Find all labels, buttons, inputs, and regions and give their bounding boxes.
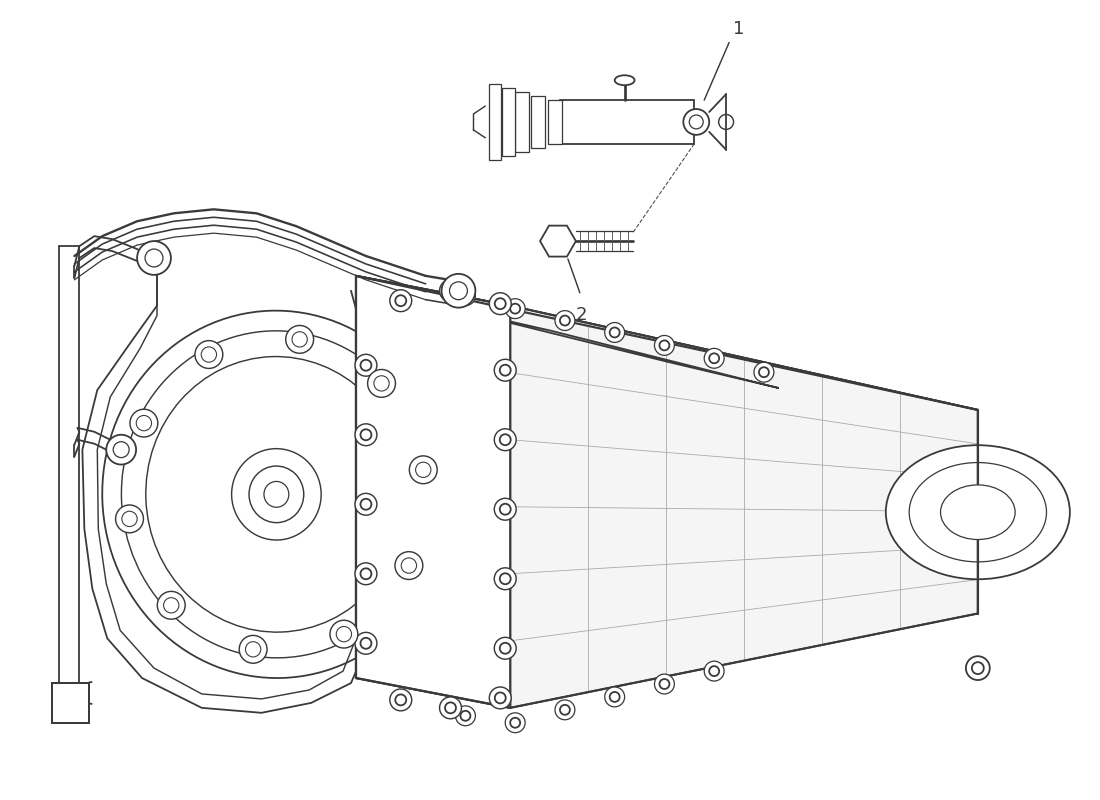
Circle shape: [446, 286, 456, 296]
Polygon shape: [515, 92, 529, 152]
Circle shape: [495, 693, 506, 703]
Circle shape: [659, 679, 670, 689]
Text: a passion for parts since 1985: a passion for parts since 1985: [339, 494, 822, 525]
Ellipse shape: [232, 449, 321, 540]
Circle shape: [107, 434, 136, 465]
Circle shape: [355, 494, 377, 515]
Circle shape: [499, 504, 510, 514]
Polygon shape: [560, 100, 694, 144]
Polygon shape: [502, 88, 515, 156]
Circle shape: [560, 315, 570, 326]
Circle shape: [455, 286, 475, 306]
Polygon shape: [510, 306, 978, 708]
Circle shape: [654, 335, 674, 355]
Circle shape: [395, 295, 406, 306]
Circle shape: [556, 310, 575, 330]
Circle shape: [499, 365, 510, 376]
Circle shape: [490, 293, 512, 314]
Circle shape: [560, 705, 570, 714]
Circle shape: [510, 304, 520, 314]
Circle shape: [361, 430, 372, 440]
Circle shape: [461, 290, 471, 301]
Ellipse shape: [102, 310, 451, 678]
Polygon shape: [490, 84, 502, 160]
Polygon shape: [540, 226, 576, 257]
Text: 1: 1: [734, 19, 745, 38]
Circle shape: [195, 341, 223, 369]
Circle shape: [355, 563, 377, 585]
Circle shape: [494, 429, 516, 450]
Polygon shape: [531, 96, 544, 148]
Circle shape: [389, 290, 411, 312]
Circle shape: [605, 322, 625, 342]
Ellipse shape: [886, 445, 1070, 579]
Circle shape: [367, 370, 396, 398]
Circle shape: [441, 274, 475, 308]
Circle shape: [116, 505, 143, 533]
Circle shape: [389, 689, 411, 711]
Circle shape: [966, 656, 990, 680]
Polygon shape: [52, 683, 89, 722]
Circle shape: [609, 327, 619, 338]
Polygon shape: [548, 100, 562, 144]
Polygon shape: [356, 276, 978, 410]
Circle shape: [494, 638, 516, 659]
Circle shape: [440, 697, 461, 718]
Polygon shape: [441, 306, 779, 388]
Circle shape: [659, 341, 670, 350]
Circle shape: [157, 591, 185, 619]
Circle shape: [510, 718, 520, 728]
Circle shape: [759, 367, 769, 377]
Circle shape: [556, 700, 575, 720]
Text: eurospares: eurospares: [307, 378, 852, 462]
Circle shape: [355, 424, 377, 446]
Circle shape: [440, 280, 461, 302]
Circle shape: [138, 241, 170, 275]
Circle shape: [754, 362, 774, 382]
Circle shape: [495, 298, 506, 309]
Circle shape: [361, 360, 372, 370]
Ellipse shape: [940, 485, 1015, 539]
Circle shape: [409, 456, 437, 484]
Circle shape: [704, 661, 724, 681]
Circle shape: [505, 713, 525, 733]
Circle shape: [395, 694, 406, 706]
Circle shape: [395, 552, 422, 579]
Polygon shape: [59, 246, 79, 683]
Circle shape: [330, 620, 358, 648]
Circle shape: [455, 706, 475, 726]
Circle shape: [286, 326, 313, 354]
Ellipse shape: [683, 109, 710, 135]
Circle shape: [355, 632, 377, 654]
Circle shape: [605, 687, 625, 707]
Circle shape: [494, 359, 516, 381]
Ellipse shape: [615, 75, 635, 86]
Circle shape: [609, 692, 619, 702]
Text: 2: 2: [576, 306, 587, 324]
Circle shape: [446, 702, 456, 714]
Circle shape: [499, 643, 510, 654]
Circle shape: [710, 354, 719, 363]
Polygon shape: [356, 276, 510, 708]
Circle shape: [505, 298, 525, 318]
Circle shape: [972, 662, 983, 674]
Ellipse shape: [249, 466, 304, 522]
Circle shape: [490, 687, 512, 709]
Circle shape: [239, 635, 267, 663]
Circle shape: [361, 638, 372, 649]
Ellipse shape: [264, 482, 289, 507]
Circle shape: [130, 410, 157, 437]
Circle shape: [710, 666, 719, 676]
Circle shape: [654, 674, 674, 694]
Circle shape: [494, 568, 516, 590]
Circle shape: [361, 499, 372, 510]
Circle shape: [704, 348, 724, 368]
Circle shape: [494, 498, 516, 520]
Circle shape: [355, 354, 377, 376]
Polygon shape: [356, 276, 510, 708]
Circle shape: [361, 568, 372, 579]
Circle shape: [499, 574, 510, 584]
Circle shape: [499, 434, 510, 445]
Circle shape: [461, 711, 471, 721]
